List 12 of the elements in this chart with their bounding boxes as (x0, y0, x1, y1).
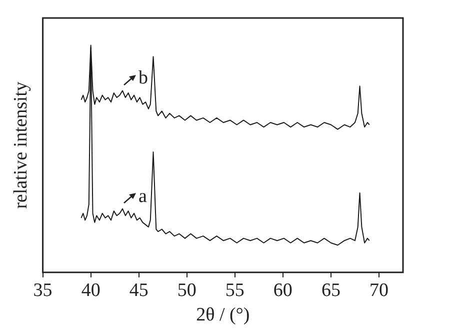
x-tick-label: 40 (81, 280, 100, 301)
x-tick-label: 70 (369, 280, 388, 301)
x-tick-label: 60 (273, 280, 292, 301)
y-axis-title: relative intensity (10, 81, 32, 209)
x-axis-title: 2θ / (°) (196, 304, 250, 326)
x-tick-label: 50 (177, 280, 196, 301)
x-tick-label: 55 (225, 280, 244, 301)
annotation: a (138, 186, 148, 207)
x-tick-label: 35 (33, 280, 52, 301)
annotation: b (138, 68, 148, 89)
x-tick-label: 65 (321, 280, 340, 301)
x-tick-label: 45 (129, 280, 148, 301)
